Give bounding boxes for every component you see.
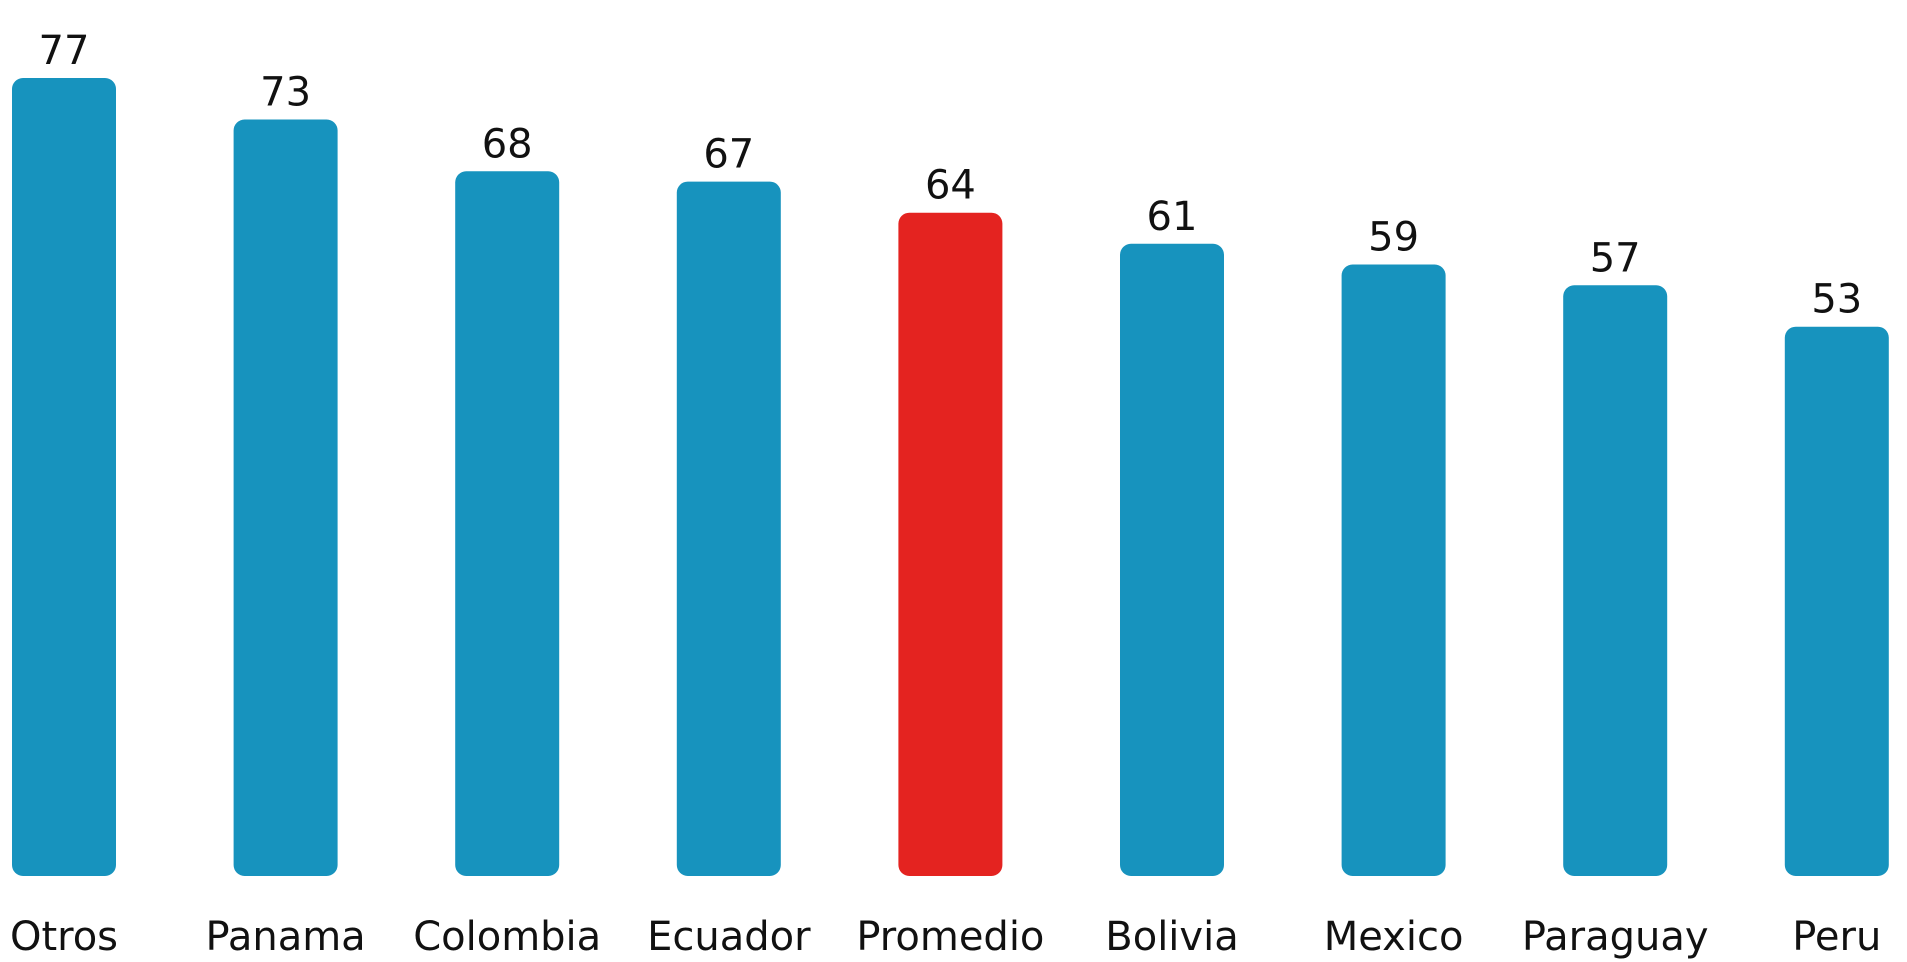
category-label-colombia: Colombia — [413, 914, 601, 960]
bar-peru — [1784, 326, 1889, 876]
bar-mexico — [1341, 264, 1446, 876]
category-labels-group: Otros Panama Colombia Ecuador Promedio Bolivi… — [10, 914, 1881, 960]
value-label-paraguay: 57 — [1590, 235, 1641, 281]
category-label-ecuador: Ecuador — [647, 914, 811, 960]
category-label-peru: Peru — [1792, 914, 1881, 960]
bar-ecuador — [676, 181, 781, 877]
value-label-promedio: 64 — [925, 163, 976, 209]
category-label-mexico: Mexico — [1324, 914, 1464, 960]
category-label-paraguay: Paraguay — [1522, 914, 1709, 960]
category-label-bolivia: Bolivia — [1105, 914, 1238, 960]
value-label-bolivia: 61 — [1147, 194, 1198, 240]
bar-bolivia — [1120, 243, 1224, 877]
value-label-ecuador: 67 — [703, 132, 754, 178]
value-label-colombia: 68 — [482, 121, 533, 167]
bar-paraguay — [1563, 285, 1668, 876]
bar-otros — [12, 78, 116, 876]
value-label-peru: 53 — [1811, 277, 1862, 323]
category-label-promedio: Promedio — [856, 914, 1044, 960]
category-label-otros: Otros — [10, 914, 118, 960]
value-label-otros: 77 — [39, 28, 90, 74]
value-label-mexico: 59 — [1368, 215, 1419, 261]
bar-promedio — [898, 212, 1003, 876]
value-labels-group: 77 73 68 67 64 61 59 57 53 — [39, 28, 1863, 323]
category-label-panama: Panama — [206, 914, 366, 960]
bar-panama — [233, 119, 338, 876]
bars-group — [12, 78, 1889, 877]
value-label-panama: 73 — [260, 70, 311, 116]
bar-colombia — [455, 171, 560, 877]
